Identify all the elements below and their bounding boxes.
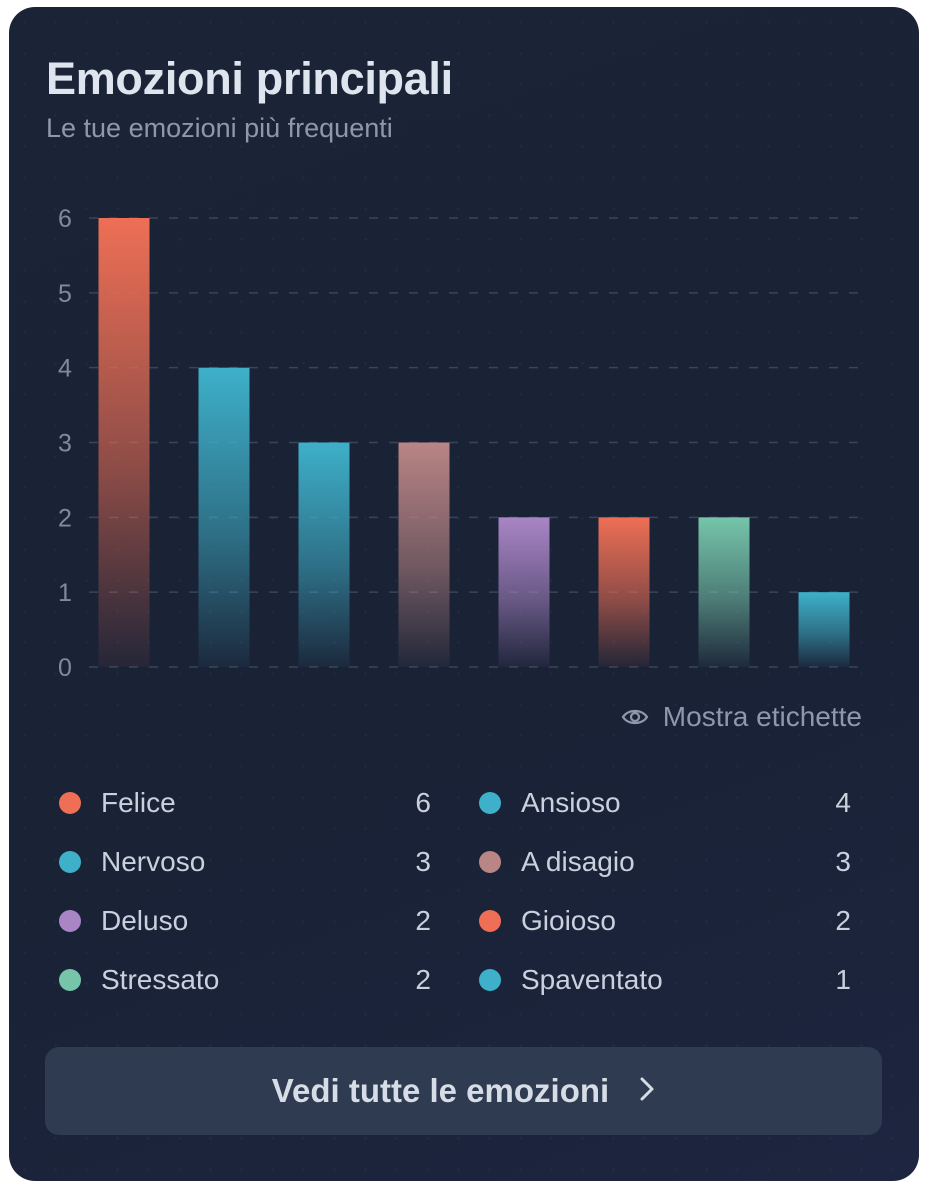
- emotions-card: Emozioni principali Le tue emozioni più …: [9, 7, 919, 1181]
- legend-item: Stressato 2: [59, 950, 431, 1009]
- eye-icon: [621, 707, 649, 727]
- y-tick-label: 2: [58, 504, 72, 532]
- legend-dot: [479, 791, 501, 814]
- bar-spaventato[interactable]: [798, 592, 850, 667]
- legend-label: Stressato: [101, 963, 220, 995]
- legend-value: 2: [415, 963, 431, 995]
- legend-label: Nervoso: [101, 845, 206, 877]
- bar-ansioso[interactable]: [198, 367, 250, 667]
- card-title: Emozioni principali: [46, 53, 453, 104]
- legend-value: 2: [415, 904, 431, 936]
- legend-item: Nervoso 3: [59, 832, 431, 891]
- legend-item: Gioioso 2: [479, 891, 851, 950]
- legend-dot: [479, 968, 501, 991]
- y-tick-label: 0: [58, 654, 72, 682]
- bar-felice[interactable]: [98, 218, 150, 667]
- legend-label: Ansioso: [521, 786, 621, 818]
- chevron-right-icon: [639, 1072, 655, 1110]
- bar-deluso[interactable]: [498, 517, 550, 667]
- legend-dot: [59, 909, 81, 932]
- card-subtitle: Le tue emozioni più frequenti: [46, 113, 393, 143]
- legend-value: 4: [835, 786, 851, 818]
- y-tick-label: 3: [58, 430, 72, 458]
- legend-item: Spaventato 1: [479, 950, 851, 1009]
- legend-dot: [59, 850, 81, 873]
- legend-dot: [479, 909, 501, 932]
- legend-dot: [59, 791, 81, 814]
- y-tick-label: 1: [58, 579, 72, 607]
- legend-value: 6: [415, 786, 431, 818]
- legend-label: Spaventato: [521, 963, 663, 995]
- show-labels-toggle[interactable]: Mostra etichette: [621, 701, 862, 733]
- legend-value: 2: [835, 904, 851, 936]
- show-labels-label: Mostra etichette: [662, 701, 862, 732]
- bar-nervoso[interactable]: [298, 442, 350, 668]
- y-tick-label: 5: [58, 280, 72, 308]
- legend-item: Felice 6: [59, 773, 431, 832]
- view-all-label: Vedi tutte le emozioni: [271, 1072, 610, 1109]
- view-all-emotions-button[interactable]: Vedi tutte le emozioni: [45, 1047, 882, 1135]
- y-tick-label: 4: [58, 355, 72, 383]
- bar-stressato[interactable]: [698, 517, 750, 667]
- legend: Felice 6 Ansioso 4 Nervoso 3 A disagio 3 Deluso 2…: [59, 773, 859, 1009]
- legend-value: 3: [835, 845, 851, 877]
- legend-item: Ansioso 4: [479, 773, 851, 832]
- legend-label: Felice: [101, 786, 176, 818]
- bar-gioioso[interactable]: [598, 517, 650, 667]
- legend-item: Deluso 2: [59, 891, 431, 950]
- legend-label: Deluso: [101, 904, 189, 936]
- y-tick-label: 6: [58, 205, 72, 233]
- legend-dot: [59, 968, 81, 991]
- legend-label: A disagio: [521, 845, 635, 877]
- legend-value: 3: [415, 845, 431, 877]
- bar-a-disagio[interactable]: [398, 442, 450, 668]
- legend-dot: [479, 850, 501, 873]
- legend-value: 1: [835, 963, 851, 995]
- legend-item: A disagio 3: [479, 832, 851, 891]
- emotions-bar-chart: 0 1 2 3 4 5 6: [58, 205, 867, 682]
- legend-label: Gioioso: [521, 904, 616, 936]
